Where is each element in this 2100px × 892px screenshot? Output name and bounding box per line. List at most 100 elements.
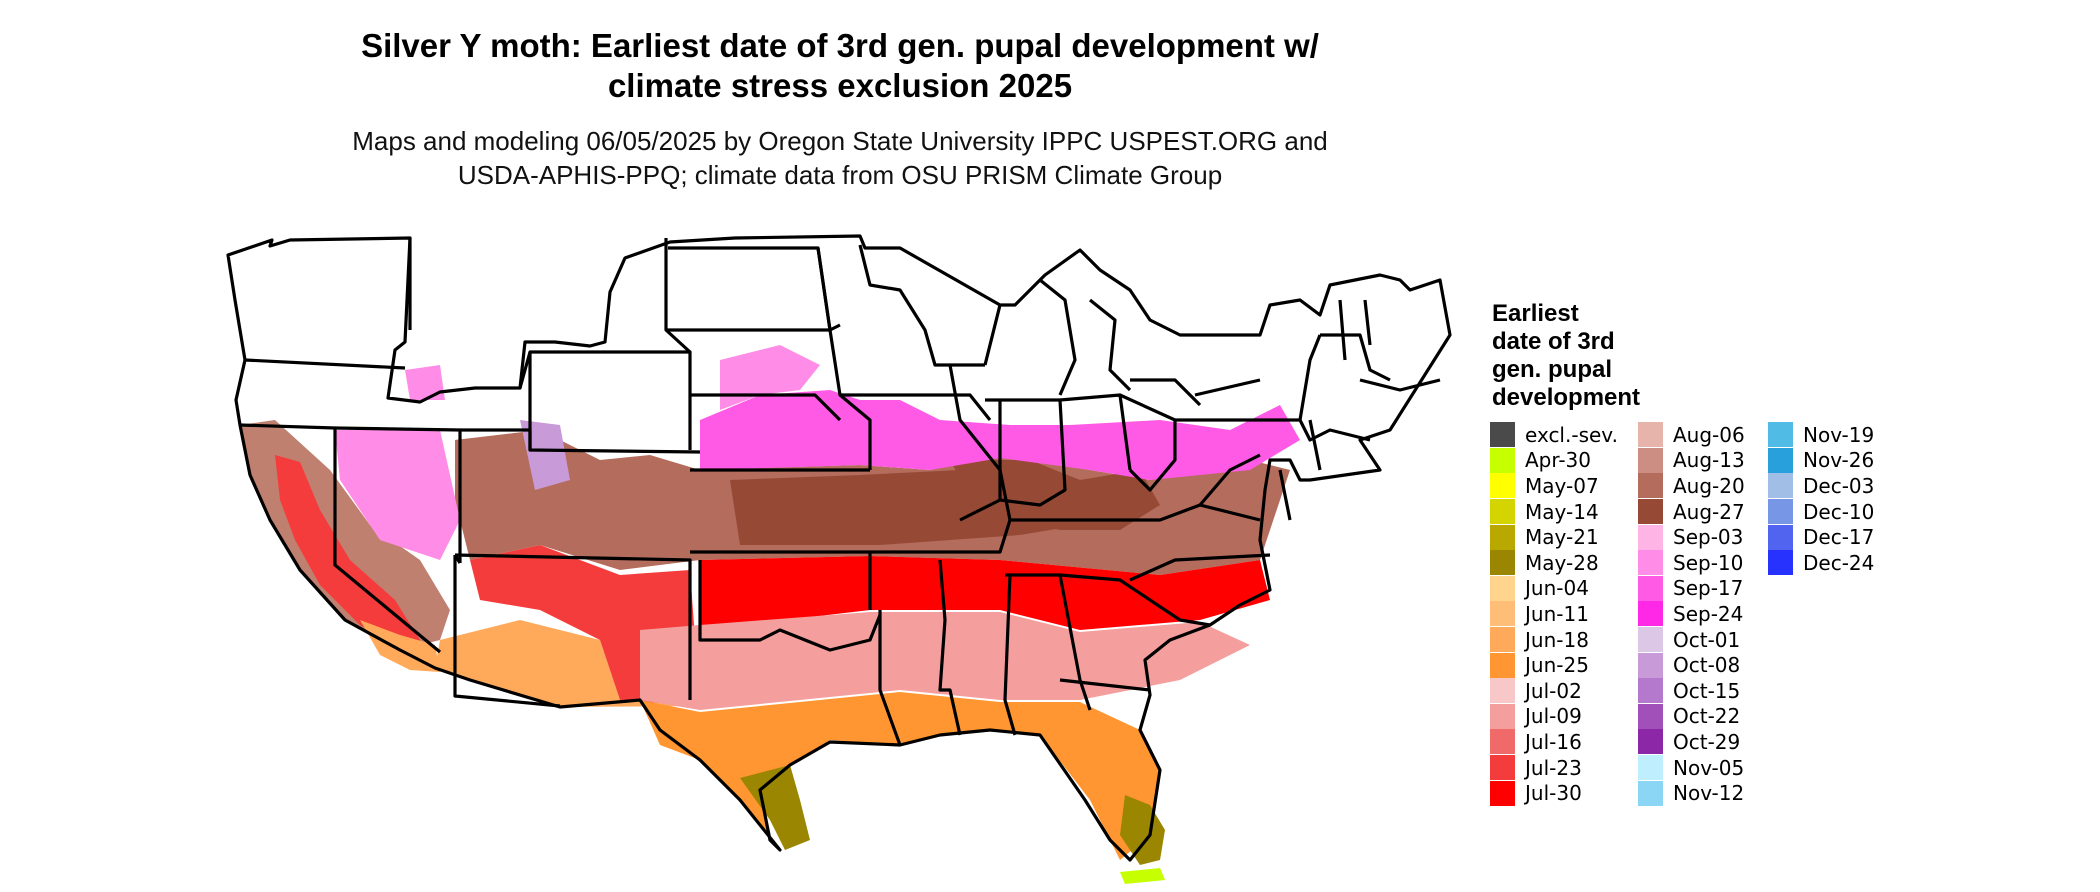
legend-item: Oct-01 — [1638, 627, 1745, 653]
legend-swatch — [1490, 729, 1515, 755]
legend-label: May-28 — [1525, 550, 1599, 575]
legend-swatch — [1490, 627, 1515, 653]
legend-item: Jul-16 — [1490, 729, 1618, 755]
legend-swatch — [1638, 780, 1663, 806]
legend-label: Nov-05 — [1673, 755, 1745, 780]
legend-label: Dec-10 — [1803, 499, 1875, 524]
legend-label: May-21 — [1525, 525, 1599, 550]
legend-swatch — [1638, 678, 1663, 704]
legend-swatch — [1638, 575, 1663, 601]
legend-item: Sep-17 — [1638, 575, 1745, 602]
legend-swatch — [1490, 703, 1515, 729]
legend-swatch — [1638, 447, 1663, 473]
legend-title-line-4: development — [1492, 384, 1641, 411]
legend-swatch — [1638, 703, 1663, 729]
region-utah-brown — [455, 435, 530, 500]
legend-swatch — [1490, 447, 1515, 473]
legend-swatch — [1490, 652, 1515, 678]
legend-swatch — [1490, 755, 1515, 781]
map-title: Silver Y moth: Earliest date of 3rd gen.… — [250, 26, 1430, 106]
legend-swatch — [1490, 601, 1515, 627]
legend-item: Aug-20 — [1638, 473, 1745, 499]
legend-swatch — [1490, 575, 1515, 601]
legend-label: Apr-30 — [1525, 448, 1591, 473]
legend-swatch — [1638, 550, 1663, 576]
legend-label: Nov-26 — [1803, 448, 1875, 473]
legend-swatch — [1490, 524, 1515, 550]
legend-label: Dec-17 — [1803, 525, 1875, 550]
legend-swatch — [1490, 473, 1515, 499]
legend-item: Jul-30 — [1490, 780, 1618, 806]
legend-item: Oct-22 — [1638, 703, 1745, 730]
legend-label: Dec-03 — [1803, 473, 1875, 498]
legend-item: May-28 — [1490, 550, 1618, 576]
legend-swatch — [1768, 473, 1793, 499]
legend-title: Earliest date of 3rd gen. pupal developm… — [1492, 300, 1640, 412]
legend-swatch — [1490, 550, 1515, 576]
legend-label: Jun-04 — [1525, 576, 1589, 601]
map-subtitle-line-1: Maps and modeling 06/05/2025 by Oregon S… — [352, 126, 1328, 156]
legend-label: Nov-12 — [1673, 781, 1745, 806]
legend-label: Sep-24 — [1673, 601, 1744, 626]
legend-item: Dec-24 — [1768, 550, 1874, 576]
legend-item: May-14 — [1490, 499, 1618, 525]
legend-swatch — [1768, 499, 1793, 525]
region-great-basin-pink — [335, 430, 460, 560]
legend-label: Aug-06 — [1673, 422, 1745, 447]
legend-swatch — [1490, 678, 1515, 704]
legend-label: Sep-17 — [1673, 576, 1744, 601]
legend-label: Oct-15 — [1673, 678, 1741, 703]
map-subtitle: Maps and modeling 06/05/2025 by Oregon S… — [250, 124, 1430, 192]
legend-item: Sep-10 — [1638, 550, 1745, 576]
legend-item: Sep-24 — [1638, 601, 1745, 627]
legend-item: Jun-18 — [1490, 627, 1618, 653]
legend-label: Oct-08 — [1673, 653, 1741, 678]
region-west-coast-red — [275, 455, 420, 650]
legend-column-2: Aug-06 Aug-13 Aug-20 Aug-27 Sep-03 Sep-10 Sep-… — [1638, 422, 1745, 806]
state-boundaries — [226, 234, 1452, 862]
legend-swatch — [1768, 550, 1793, 576]
legend-title-line-2: date of 3rd — [1492, 328, 1615, 355]
region-south-red — [700, 556, 1270, 630]
legend-swatch — [1768, 422, 1793, 448]
legend-label: Dec-24 — [1803, 550, 1875, 575]
legend-item: excl.-sev. — [1490, 422, 1618, 448]
legend-label: May-14 — [1525, 499, 1599, 524]
legend-swatch — [1490, 499, 1515, 525]
region-southwest-orange — [435, 620, 700, 707]
legend-column-3: Nov-19 Nov-26 Dec-03 Dec-10 Dec-17 Dec-24 — [1768, 422, 1874, 576]
region-florida-keys-yellow — [1120, 868, 1165, 884]
legend-label: Jun-11 — [1525, 601, 1589, 626]
legend-item: Aug-27 — [1638, 499, 1745, 525]
legend-swatch — [1768, 524, 1793, 550]
legend-swatch — [1638, 524, 1663, 550]
legend-item: May-07 — [1490, 473, 1618, 499]
legend-item: Jun-04 — [1490, 575, 1618, 602]
map-title-line-1: Silver Y moth: Earliest date of 3rd gen.… — [361, 27, 1319, 64]
map-subtitle-line-2: USDA-APHIS-PPQ; climate data from OSU PR… — [457, 160, 1223, 190]
legend-item: Nov-12 — [1638, 780, 1745, 806]
legend-item: Jun-25 — [1490, 652, 1618, 678]
legend-label: Jul-30 — [1525, 781, 1582, 806]
legend-swatch — [1638, 729, 1663, 755]
legend-label: Jun-18 — [1525, 627, 1589, 652]
legend-label: Sep-10 — [1673, 550, 1744, 575]
legend-item: Aug-06 — [1638, 422, 1745, 448]
legend-swatch — [1638, 627, 1663, 653]
legend-item: Nov-19 — [1768, 422, 1874, 448]
legend-item: May-21 — [1490, 524, 1618, 550]
legend-swatch — [1490, 780, 1515, 806]
legend-label: Oct-29 — [1673, 729, 1741, 754]
map-title-line-2: climate stress exclusion 2025 — [607, 67, 1073, 104]
legend-item: Jun-11 — [1490, 601, 1618, 627]
legend-label: Aug-27 — [1673, 499, 1745, 524]
legend-label: Jun-25 — [1525, 653, 1589, 678]
legend-swatch — [1638, 601, 1663, 627]
legend-item: Sep-03 — [1638, 524, 1745, 550]
legend-swatch — [1638, 652, 1663, 678]
region-colorado-plateau-lilac — [520, 420, 570, 490]
legend-swatch — [1768, 447, 1793, 473]
legend-item: Dec-10 — [1768, 499, 1874, 525]
legend-label: Jul-09 — [1525, 704, 1582, 729]
